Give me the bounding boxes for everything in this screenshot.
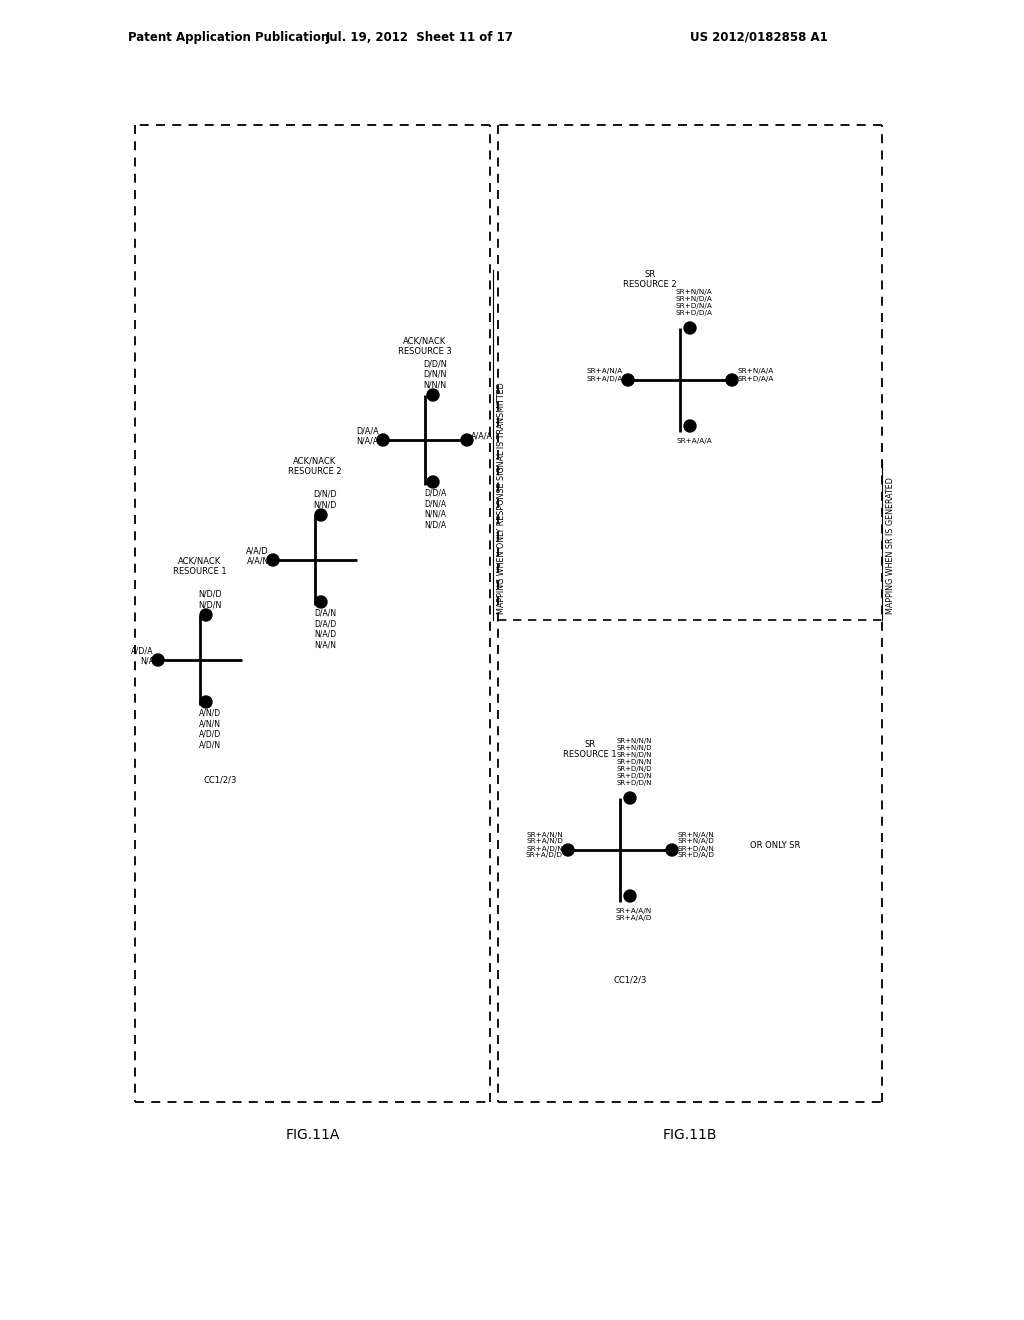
Text: FIG.11A: FIG.11A (286, 1129, 340, 1142)
Text: ACK/NACK
RESOURCE 1: ACK/NACK RESOURCE 1 (173, 557, 226, 577)
Text: MAPPING WHEN ONLY RESPONSE SIGNAL IS TRANSMITTED: MAPPING WHEN ONLY RESPONSE SIGNAL IS TRA… (497, 383, 506, 614)
Text: D/A/A
N/A/A: D/A/A N/A/A (356, 426, 379, 446)
Circle shape (427, 477, 439, 488)
Circle shape (315, 597, 327, 609)
Circle shape (267, 554, 279, 566)
Text: SR
RESOURCE 1: SR RESOURCE 1 (563, 741, 616, 759)
Text: SR+N/N/A
SR+N/D/A
SR+D/N/A
SR+D/D/A: SR+N/N/A SR+N/D/A SR+D/N/A SR+D/D/A (676, 289, 713, 315)
Circle shape (200, 696, 212, 708)
Text: SR+N/A/N
SR+N/A/D
SR+D/A/N
SR+D/A/D: SR+N/A/N SR+N/A/D SR+D/A/N SR+D/A/D (678, 832, 715, 858)
Circle shape (622, 374, 634, 385)
Text: SR+N/A/A
SR+D/A/A: SR+N/A/A SR+D/A/A (738, 368, 774, 381)
Circle shape (152, 653, 164, 667)
Circle shape (200, 609, 212, 620)
Circle shape (315, 510, 327, 521)
Circle shape (377, 434, 389, 446)
Text: ACK/NACK
RESOURCE 3: ACK/NACK RESOURCE 3 (398, 337, 452, 356)
Circle shape (684, 322, 696, 334)
Text: SR
RESOURCE 2: SR RESOURCE 2 (624, 271, 677, 289)
Circle shape (562, 843, 574, 855)
Text: SR+A/N/N
SR+A/N/D
SR+A/D/N
SR+A/D/D: SR+A/N/N SR+A/N/D SR+A/D/N SR+A/D/D (526, 832, 563, 858)
Text: MAPPING WHEN SR IS GENERATED: MAPPING WHEN SR IS GENERATED (886, 477, 895, 614)
Text: FIG.11B: FIG.11B (663, 1129, 717, 1142)
Circle shape (624, 890, 636, 902)
Text: Jul. 19, 2012  Sheet 11 of 17: Jul. 19, 2012 Sheet 11 of 17 (326, 30, 514, 44)
Text: A/A/D
A/A/N: A/A/D A/A/N (247, 546, 269, 566)
Text: SR+A/A/N
SR+A/A/D: SR+A/A/N SR+A/A/D (615, 908, 652, 921)
Text: A/A/A: A/A/A (471, 432, 493, 441)
Circle shape (624, 792, 636, 804)
Circle shape (666, 843, 678, 855)
Text: SR+N/N/N
SR+N/N/D
SR+N/D/N
SR+D/N/N
SR+D/N/D
SR+D/D/N
SR+D/D/N: SR+N/N/N SR+N/N/D SR+N/D/N SR+D/N/N SR+D… (616, 738, 651, 785)
Text: D/N/D
N/N/D: D/N/D N/N/D (313, 490, 337, 510)
Circle shape (684, 420, 696, 432)
Text: Patent Application Publication: Patent Application Publication (128, 30, 330, 44)
Text: A/N/D
A/N/N
A/D/D
A/D/N: A/N/D A/N/N A/D/D A/D/N (199, 709, 221, 750)
Text: N/D/D
N/D/N: N/D/D N/D/N (199, 590, 222, 609)
Text: ACK/NACK
RESOURCE 2: ACK/NACK RESOURCE 2 (288, 457, 342, 477)
Circle shape (461, 434, 473, 446)
Circle shape (427, 389, 439, 401)
Text: US 2012/0182858 A1: US 2012/0182858 A1 (690, 30, 827, 44)
Text: D/D/N
D/N/N
N/N/N: D/D/N D/N/N N/N/N (423, 359, 446, 389)
Text: SR+A/A/A: SR+A/A/A (676, 438, 712, 444)
Text: CC1/2/3: CC1/2/3 (204, 776, 237, 784)
Text: OR ONLY SR: OR ONLY SR (750, 841, 800, 850)
Text: SR+A/N/A
SR+A/D/A: SR+A/N/A SR+A/D/A (587, 368, 623, 381)
Text: CC1/2/3: CC1/2/3 (613, 975, 647, 985)
Text: A/D/A
N/A: A/D/A N/A (131, 647, 154, 665)
Text: D/D/A
D/N/A
N/N/A
N/D/A: D/D/A D/N/A N/N/A N/D/A (424, 488, 446, 529)
Circle shape (726, 374, 738, 385)
Text: D/A/N
D/A/D
N/A/D
N/A/N: D/A/N D/A/D N/A/D N/A/N (314, 609, 336, 649)
